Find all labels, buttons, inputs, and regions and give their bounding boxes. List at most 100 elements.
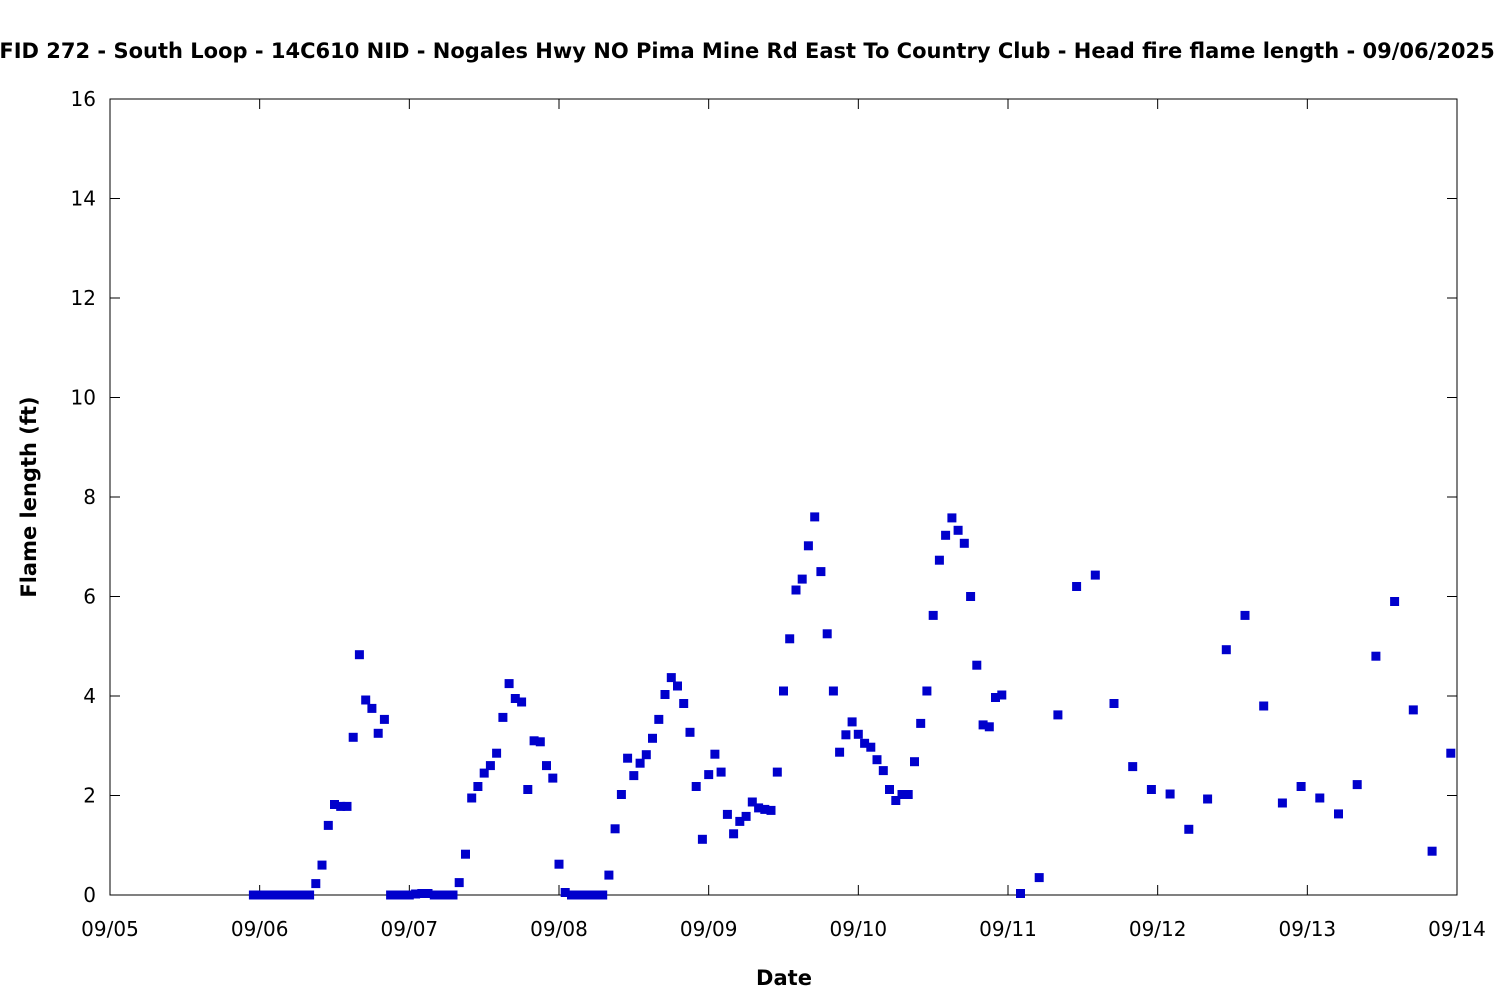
- data-point: [454, 878, 464, 888]
- data-point: [336, 801, 346, 811]
- data-point: [1203, 794, 1213, 804]
- data-point: [1315, 793, 1325, 803]
- data-point: [573, 890, 583, 900]
- data-point: [392, 890, 402, 900]
- data-point: [398, 890, 408, 900]
- x-axis-label: Date: [756, 966, 812, 990]
- data-point: [448, 890, 458, 900]
- data-point: [635, 758, 645, 768]
- y-tick-label: 14: [71, 187, 96, 211]
- data-point: [785, 634, 795, 644]
- x-tick-label: 09/06: [231, 917, 289, 941]
- y-tick-label: 4: [83, 684, 96, 708]
- data-point: [354, 650, 364, 660]
- data-point: [648, 733, 657, 743]
- data-point: [1371, 651, 1381, 661]
- data-point: [928, 610, 938, 620]
- data-point: [1016, 889, 1025, 898]
- data-point: [535, 737, 545, 747]
- data-point: [467, 793, 477, 803]
- x-axis-ticks: 09/05 09/06 09/07 09/08 09/09 09/10 09/11 09/12…: [81, 99, 1486, 941]
- data-point: [1352, 780, 1362, 790]
- data-point: [934, 555, 944, 565]
- data-point: [1221, 645, 1231, 655]
- y-tick-label: 6: [83, 585, 96, 609]
- data-point: [916, 718, 926, 728]
- data-point: [1146, 785, 1156, 794]
- data-point: [629, 771, 639, 781]
- y-tick-label: 10: [71, 386, 96, 410]
- data-point: [386, 890, 396, 900]
- data-point: [984, 722, 994, 732]
- data-point: [828, 686, 838, 696]
- x-tick-label: 09/10: [830, 917, 888, 941]
- data-point: [604, 870, 614, 880]
- data-point: [847, 717, 857, 727]
- data-point: [411, 889, 421, 899]
- data-point: [797, 574, 807, 584]
- data-point: [548, 773, 558, 783]
- data-point: [623, 753, 633, 763]
- data-point: [641, 750, 651, 760]
- data-point: [1408, 705, 1418, 715]
- data-point: [286, 890, 296, 900]
- data-point: [510, 694, 520, 703]
- data-point: [922, 686, 932, 696]
- data-point: [280, 890, 290, 900]
- data-point: [841, 730, 851, 740]
- data-point: [610, 824, 620, 834]
- data-point: [910, 757, 919, 767]
- data-point: [616, 790, 626, 799]
- data-point: [959, 538, 969, 548]
- data-point: [305, 890, 315, 900]
- data-point: [585, 890, 595, 900]
- data-point: [822, 629, 832, 639]
- data-point: [941, 530, 951, 540]
- y-axis-ticks: 0 2 4 6 8 10 12 14 16: [71, 87, 1457, 907]
- data-point: [679, 699, 689, 708]
- data-point: [423, 889, 433, 898]
- data-point: [853, 729, 863, 739]
- data-point: [697, 834, 707, 844]
- data-point: [691, 782, 701, 791]
- data-point: [529, 736, 539, 746]
- data-point: [292, 890, 302, 900]
- data-point: [1446, 748, 1456, 758]
- data-point: [716, 767, 726, 777]
- data-point: [803, 541, 813, 551]
- y-tick-label: 12: [71, 286, 96, 310]
- data-point: [997, 690, 1007, 700]
- y-axis-label: Flame length (ft): [17, 396, 41, 597]
- data-point: [766, 805, 776, 815]
- data-point: [729, 829, 739, 839]
- data-point: [722, 809, 732, 819]
- x-tick-label: 09/11: [979, 917, 1037, 941]
- data-point: [1277, 798, 1287, 808]
- data-point: [554, 859, 564, 869]
- data-point: [1259, 701, 1269, 711]
- x-tick-label: 09/08: [530, 917, 588, 941]
- plot-frame: [109, 98, 1458, 896]
- data-point: [348, 732, 358, 742]
- data-point: [816, 567, 826, 577]
- data-point: [666, 673, 676, 683]
- data-point: [741, 811, 751, 821]
- data-point: [1034, 873, 1044, 883]
- data-point: [891, 796, 901, 805]
- data-point: [866, 742, 876, 752]
- data-point: [791, 585, 801, 595]
- data-point: [542, 761, 551, 771]
- y-tick-label: 0: [83, 883, 96, 907]
- data-point: [330, 800, 339, 809]
- data-point: [417, 889, 427, 898]
- data-point: [779, 686, 788, 696]
- data-point: [560, 888, 570, 897]
- chart-title: - FID 272 - South Loop - 14C610 NID - No…: [0, 39, 1500, 63]
- data-point: [1165, 789, 1175, 799]
- data-point: [317, 860, 327, 870]
- data-point: [373, 728, 383, 738]
- data-point: [579, 890, 589, 900]
- data-point: [267, 890, 277, 900]
- data-point: [1296, 782, 1306, 791]
